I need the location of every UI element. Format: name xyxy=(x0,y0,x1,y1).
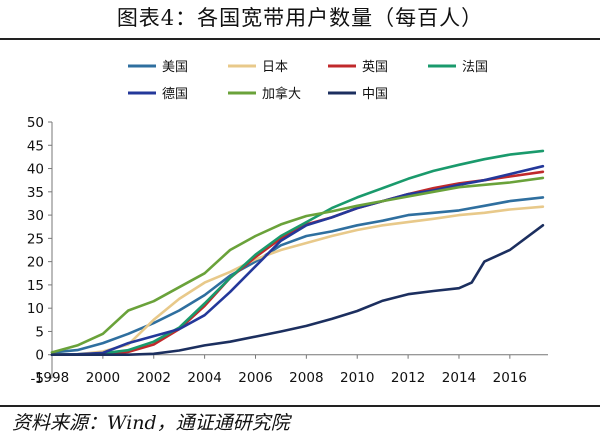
y-tick-label: 40 xyxy=(27,162,44,178)
y-tick-label: 20 xyxy=(27,255,44,271)
bottom-divider xyxy=(0,405,600,407)
series-line xyxy=(50,170,545,356)
x-tick-label: 2010 xyxy=(340,370,374,386)
series-line xyxy=(50,205,545,356)
source-note: 资料来源：Wind，通证通研究院 xyxy=(12,412,290,434)
x-tick-label: 2006 xyxy=(238,370,272,386)
x-tick-label: 1998 xyxy=(35,370,69,386)
y-tick-label: -5 xyxy=(31,371,44,387)
y-tick-label: 10 xyxy=(27,301,44,317)
legend-label: 英国 xyxy=(362,60,388,75)
y-tick-label: 15 xyxy=(27,278,44,294)
page-title: 图表4：各国宽带用户数量（每百人） xyxy=(116,6,484,30)
y-tick-label: 45 xyxy=(27,138,44,154)
series-line xyxy=(50,196,545,354)
legend-label: 法国 xyxy=(462,60,488,75)
x-tick-label: 2000 xyxy=(86,370,120,386)
x-tick-label: 2016 xyxy=(493,370,527,386)
y-tick-label: 25 xyxy=(27,231,44,247)
legend-label: 美国 xyxy=(162,60,188,75)
legend-label: 中国 xyxy=(362,87,388,102)
y-tick-label: 5 xyxy=(35,324,44,340)
series-line xyxy=(50,164,545,356)
x-tick-label: 2004 xyxy=(187,370,221,386)
y-tick-label: 0 xyxy=(35,348,44,364)
top-divider xyxy=(0,38,600,40)
legend-label: 加拿大 xyxy=(262,86,301,102)
y-tick-label: 35 xyxy=(27,185,44,201)
legend-label: 日本 xyxy=(262,60,288,75)
x-tick-label: 2008 xyxy=(289,370,323,386)
x-tick-label: 2014 xyxy=(442,370,476,386)
series-line xyxy=(50,176,545,354)
series-line xyxy=(50,149,545,356)
series-line xyxy=(50,224,545,356)
y-tick-label: 50 xyxy=(27,115,44,131)
y-tick-label: 30 xyxy=(27,208,44,224)
x-tick-label: 2002 xyxy=(137,370,171,386)
x-tick-label: 2012 xyxy=(391,370,425,386)
legend-label: 德国 xyxy=(162,87,188,102)
